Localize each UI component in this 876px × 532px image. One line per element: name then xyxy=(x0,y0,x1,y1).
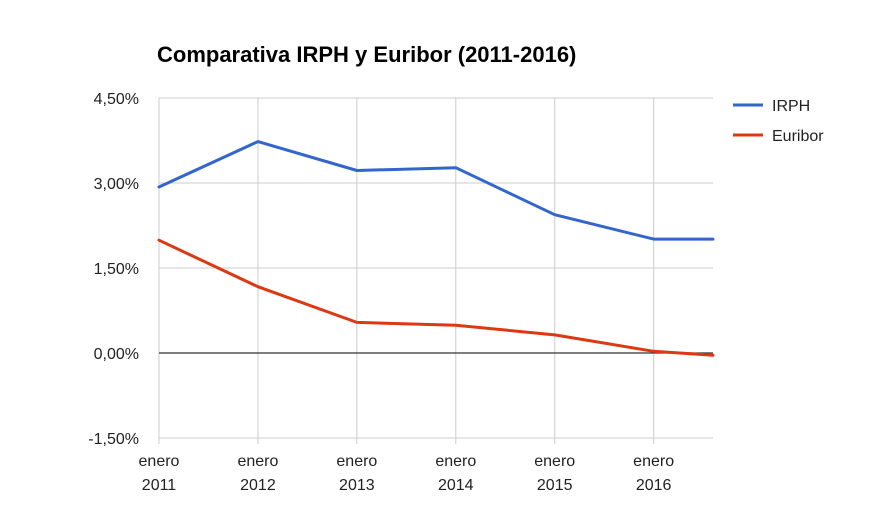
legend: IRPH Euribor xyxy=(733,98,824,145)
x-tick-label-year: 2016 xyxy=(636,477,672,494)
legend-label-euribor: Euribor xyxy=(772,128,824,145)
y-tick-label: 4,50% xyxy=(94,91,139,108)
series-line-euribor xyxy=(157,238,715,357)
x-tick-label-year: 2014 xyxy=(438,477,474,494)
series-line-irph xyxy=(157,140,715,241)
x-tick-label-month: enero xyxy=(633,453,674,470)
legend-label-irph: IRPH xyxy=(772,98,810,115)
x-tick-label-month: enero xyxy=(139,453,180,470)
x-tick-label-year: 2013 xyxy=(339,477,375,494)
x-tick-label-year: 2011 xyxy=(142,477,177,494)
y-tick-label: 3,00% xyxy=(94,176,139,193)
y-tick-label: -1,50% xyxy=(88,431,139,448)
x-tick-label-month: enero xyxy=(237,453,278,470)
x-tick-label-month: enero xyxy=(534,453,575,470)
series-lines xyxy=(157,140,715,357)
x-axis-ticks: enero 2011 enero 2012 enero 2013 enero 2014 ener… xyxy=(139,453,675,494)
grid xyxy=(158,97,713,444)
y-tick-label: 0,00% xyxy=(94,346,139,363)
y-tick-label: 1,50% xyxy=(94,261,139,278)
y-axis-ticks: 4,50% 3,00% 1,50% 0,00% -1,50% xyxy=(88,91,139,448)
x-tick-label-year: 2015 xyxy=(537,477,573,494)
x-tick-label-month: enero xyxy=(435,453,476,470)
chart-title: Comparativa IRPH y Euribor (2011-2016) xyxy=(157,42,577,67)
x-tick-label-year: 2012 xyxy=(240,477,276,494)
x-tick-label-month: enero xyxy=(336,453,377,470)
